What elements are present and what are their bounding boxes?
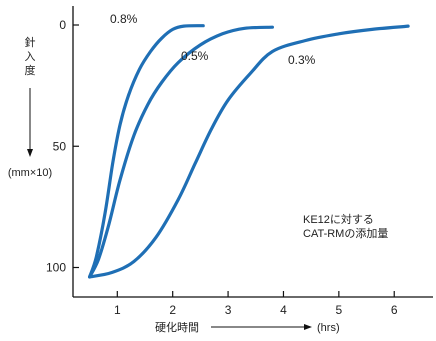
series-line — [88, 25, 274, 279]
y-axis-label-char: 針 — [25, 35, 36, 49]
x-tick-label: 4 — [280, 303, 287, 317]
series-label: 0.8% — [110, 12, 138, 26]
y-tick-label: 0 — [59, 18, 66, 32]
x-axis-arrow-head — [304, 324, 312, 330]
x-tick-label: 6 — [391, 303, 398, 317]
axes-layer — [27, 6, 433, 330]
y-tick-label: 100 — [46, 261, 66, 275]
series-layer — [88, 24, 410, 279]
y-tick-label: 50 — [53, 139, 67, 153]
y-axis-label-char: 度 — [25, 63, 36, 77]
x-tick-label: 3 — [225, 303, 232, 317]
annotation-line: KE12に対する — [303, 212, 374, 226]
x-tick-label: 5 — [336, 303, 343, 317]
series-line — [88, 24, 410, 279]
x-tick-label: 2 — [169, 303, 176, 317]
series-label: 0.5% — [181, 49, 209, 63]
annotation-line: CAT-RMの添加量 — [303, 226, 388, 240]
y-axis-label-char: 入 — [25, 51, 36, 63]
series-label: 0.3% — [288, 53, 316, 67]
x-axis-label: 硬化時間 — [155, 320, 199, 334]
text-layer: 1 2 3 4 5 6 0 50 100 硬化時間 (hrs) 針入度 (mm×10) 0.8% 0.5% 0… — [8, 12, 398, 334]
y-axis-unit: (mm×10) — [8, 167, 52, 179]
x-axis-unit: (hrs) — [317, 322, 340, 334]
series-line — [88, 24, 205, 279]
x-tick-label: 1 — [114, 303, 121, 317]
y-axis-arrow-head — [27, 149, 33, 157]
